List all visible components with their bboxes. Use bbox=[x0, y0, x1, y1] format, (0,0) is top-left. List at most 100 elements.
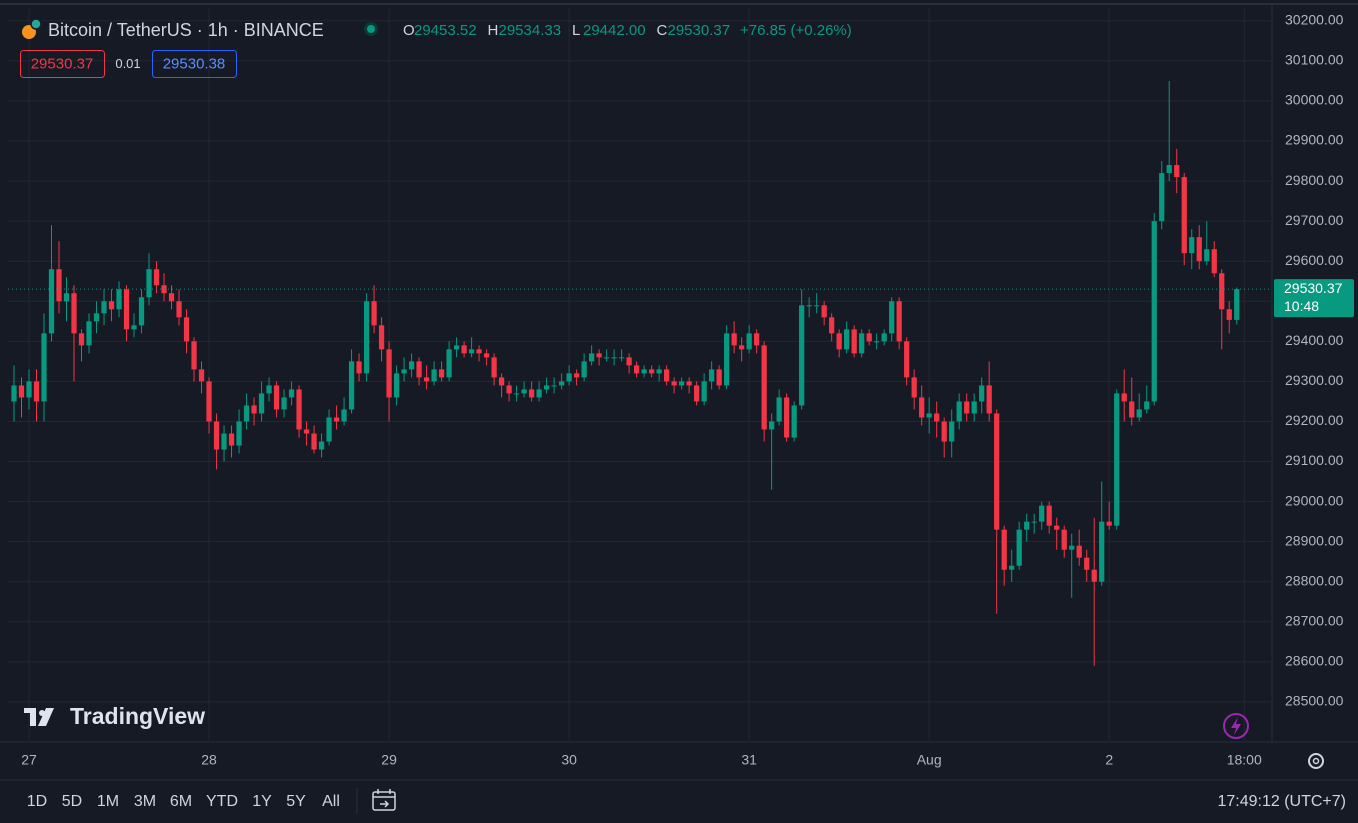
candle-body bbox=[671, 381, 677, 386]
candle-body bbox=[626, 357, 632, 366]
range-button[interactable]: 1M bbox=[97, 793, 119, 810]
date-range-icon[interactable] bbox=[372, 789, 396, 811]
candle-body bbox=[528, 389, 535, 398]
y-tick-label: 29100.00 bbox=[1285, 452, 1344, 468]
candle-body bbox=[213, 421, 220, 450]
candle-body bbox=[558, 381, 565, 386]
candle-body bbox=[506, 385, 512, 394]
candle-body bbox=[146, 269, 152, 298]
range-button[interactable]: 3M bbox=[134, 793, 156, 810]
candle-body bbox=[603, 357, 610, 359]
candle-body bbox=[86, 321, 92, 346]
candle-body bbox=[739, 345, 745, 350]
buy-box[interactable] bbox=[152, 50, 237, 78]
candle-body bbox=[423, 377, 430, 382]
candle-body bbox=[1159, 173, 1165, 222]
candle-body bbox=[356, 361, 362, 374]
candle-body bbox=[198, 369, 205, 382]
x-tick-label: 29 bbox=[381, 752, 397, 768]
candle-body bbox=[1076, 545, 1082, 558]
candle-body bbox=[618, 357, 625, 359]
candle-body bbox=[378, 325, 385, 350]
candle-body bbox=[258, 393, 265, 414]
candle-body bbox=[326, 417, 332, 442]
candle-body bbox=[116, 289, 122, 310]
candle-body bbox=[791, 405, 797, 438]
candle-body bbox=[1204, 249, 1210, 262]
candle-body bbox=[386, 349, 392, 398]
candle-body bbox=[168, 293, 175, 302]
candle-body bbox=[93, 313, 100, 322]
candle-body bbox=[821, 305, 827, 318]
candle-body bbox=[649, 369, 655, 374]
y-tick-label: 29900.00 bbox=[1285, 132, 1344, 148]
range-button[interactable]: 5D bbox=[62, 793, 82, 810]
candle-body bbox=[221, 433, 227, 450]
range-button[interactable]: YTD bbox=[206, 793, 238, 810]
candle-body bbox=[1009, 565, 1015, 570]
candle-body bbox=[859, 333, 865, 354]
candle-body bbox=[1001, 529, 1007, 570]
candle-body bbox=[536, 389, 542, 398]
candle-body bbox=[228, 433, 235, 446]
sell-box[interactable] bbox=[20, 50, 105, 78]
candle-body bbox=[281, 397, 287, 410]
range-button[interactable]: 1D bbox=[27, 793, 47, 810]
candle-body bbox=[799, 305, 805, 406]
candle-body bbox=[994, 413, 1000, 530]
candle-body bbox=[911, 377, 917, 398]
candle-body bbox=[311, 433, 317, 450]
candle-body bbox=[543, 385, 550, 390]
range-button[interactable]: 5Y bbox=[286, 793, 306, 810]
y-tick-label: 29800.00 bbox=[1285, 172, 1344, 188]
candle-body bbox=[48, 269, 55, 334]
y-tick-label: 29200.00 bbox=[1285, 412, 1344, 428]
candle-body bbox=[664, 369, 670, 382]
candle-body bbox=[1181, 177, 1187, 254]
candle-body bbox=[1196, 237, 1202, 262]
candle-body bbox=[1219, 273, 1225, 310]
candle-body bbox=[303, 429, 310, 434]
candle-body bbox=[1106, 521, 1112, 526]
candle-body bbox=[596, 353, 602, 358]
candle-body bbox=[1039, 505, 1045, 522]
range-button[interactable]: 6M bbox=[170, 793, 192, 810]
range-button[interactable]: All bbox=[322, 793, 340, 810]
candle-body bbox=[1099, 521, 1105, 582]
alert-icon[interactable] bbox=[1223, 713, 1249, 739]
candle-body bbox=[986, 385, 992, 414]
candle-body bbox=[573, 373, 580, 378]
candle-body bbox=[1174, 165, 1180, 178]
candle-body bbox=[461, 345, 467, 354]
candle-body bbox=[769, 421, 775, 430]
candle-body bbox=[318, 441, 325, 450]
buy-price[interactable]: 29530.38 bbox=[163, 55, 226, 72]
clock: 17:49:12 (UTC+7) bbox=[1217, 793, 1346, 810]
settings-icon[interactable] bbox=[1308, 753, 1324, 769]
countdown: 10:48 bbox=[1284, 298, 1319, 314]
settings-hub bbox=[1312, 757, 1320, 765]
candle-body bbox=[513, 393, 520, 395]
candle-body bbox=[656, 369, 662, 374]
candle-body bbox=[566, 373, 572, 382]
candle-body bbox=[468, 349, 475, 354]
candle-body bbox=[266, 385, 272, 394]
candle-body bbox=[889, 301, 895, 334]
candle-body bbox=[236, 421, 242, 446]
candle-body bbox=[1031, 521, 1037, 523]
x-tick-label: 30 bbox=[561, 752, 577, 768]
y-tick-label: 29700.00 bbox=[1285, 212, 1344, 228]
sell-price[interactable]: 29530.37 bbox=[31, 55, 94, 72]
y-tick-label: 30000.00 bbox=[1285, 92, 1344, 108]
legend-value: 29530.37 bbox=[668, 22, 731, 39]
range-button[interactable]: 1Y bbox=[252, 793, 272, 810]
last-price-badge bbox=[1274, 279, 1354, 318]
legend-value: 29442.00 bbox=[583, 22, 646, 39]
candle-body bbox=[1061, 529, 1067, 550]
candle-body bbox=[1024, 521, 1030, 530]
candle-body bbox=[926, 413, 932, 418]
candle-body bbox=[101, 301, 107, 314]
legend-value: 29453.52 bbox=[414, 22, 477, 39]
